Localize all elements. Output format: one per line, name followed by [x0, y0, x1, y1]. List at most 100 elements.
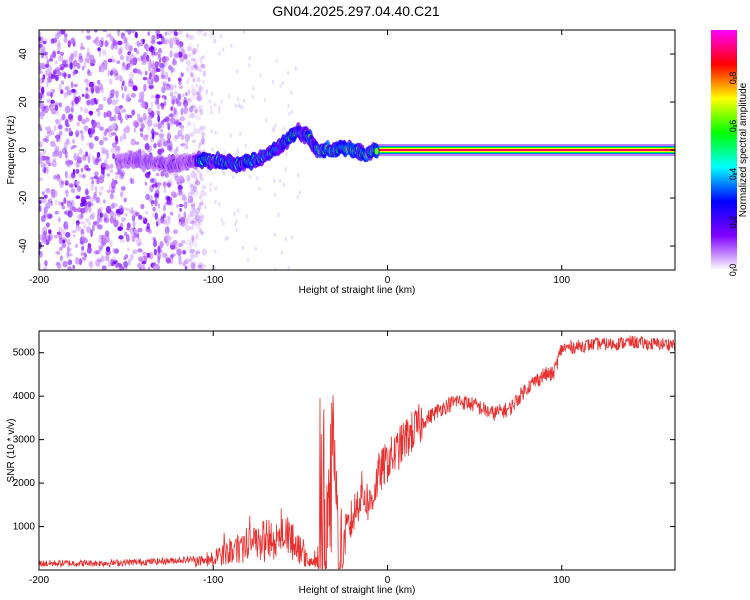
noise-speckle	[153, 143, 157, 149]
noise-speckle	[141, 61, 147, 65]
noise-speckle	[59, 54, 64, 60]
noise-speckle	[197, 169, 200, 174]
noise-speckle	[140, 203, 145, 210]
figure-title: GN04.2025.297.04.40.C21	[272, 3, 440, 19]
noise-speckle	[85, 35, 92, 40]
noise-speckle	[83, 62, 87, 69]
noise-speckle	[119, 46, 123, 54]
noise-speckle	[63, 91, 68, 99]
noise-speckle	[153, 74, 160, 83]
noise-speckle	[74, 53, 78, 60]
snr-series-line	[39, 335, 675, 570]
noise-speckle	[107, 58, 113, 63]
noise-speckle	[39, 158, 42, 164]
noise-speckle	[188, 34, 193, 41]
noise-speckle	[70, 106, 74, 113]
noise-speckle	[44, 52, 48, 56]
noise-speckle	[193, 241, 199, 248]
noise-speckle	[192, 207, 197, 213]
noise-speckle	[190, 170, 196, 179]
noise-speckle	[95, 249, 101, 255]
noise-speckle	[256, 176, 259, 181]
y-axis-label: Frequency (Hz)	[6, 116, 17, 185]
noise-speckle	[185, 92, 188, 96]
noise-speckle	[95, 98, 100, 102]
noise-speckle	[235, 227, 238, 233]
noise-speckle	[196, 30, 202, 35]
noise-speckle	[42, 138, 48, 142]
noise-speckle	[230, 43, 233, 48]
noise-speckle	[157, 115, 161, 123]
noise-speckle	[273, 267, 277, 270]
noise-speckle	[107, 97, 112, 105]
noise-speckle	[131, 109, 136, 116]
noise-speckle	[175, 204, 180, 208]
noise-speckle	[154, 198, 158, 207]
noise-speckle	[190, 104, 196, 109]
noise-speckle	[119, 105, 123, 109]
noise-speckle	[186, 97, 193, 103]
noise-speckle	[128, 45, 133, 53]
noise-speckle	[108, 32, 112, 38]
noise-speckle	[70, 37, 76, 45]
noise-speckle	[139, 42, 144, 47]
noise-speckle	[198, 30, 204, 33]
noise-speckle	[67, 210, 73, 218]
noise-speckle	[39, 67, 42, 74]
noise-speckle	[58, 150, 63, 159]
noise-speckle	[170, 254, 174, 259]
noise-speckle	[209, 105, 213, 110]
noise-speckle	[42, 40, 47, 45]
noise-speckle	[210, 33, 213, 38]
noise-speckle	[151, 128, 154, 134]
noise-speckle	[101, 265, 107, 270]
noise-speckle	[153, 123, 159, 128]
noise-speckle	[113, 217, 117, 224]
noise-speckle	[42, 226, 48, 235]
noise-speckle	[101, 49, 108, 56]
noise-speckle	[198, 142, 202, 146]
noise-speckle	[177, 77, 182, 82]
noise-speckle	[202, 125, 206, 131]
noise-speckle	[144, 181, 148, 186]
noise-speckle	[67, 259, 73, 266]
noise-speckle	[150, 101, 154, 109]
noise-speckle	[220, 99, 223, 104]
noise-speckle	[121, 65, 126, 71]
noise-speckle	[133, 127, 137, 133]
noise-speckle	[177, 51, 183, 58]
noise-speckle	[97, 238, 102, 244]
noise-speckle	[163, 187, 167, 194]
colorbar-tick-label: 0.6	[728, 120, 738, 133]
noise-speckle	[76, 121, 80, 127]
noise-speckle	[147, 107, 152, 113]
noise-speckle	[115, 175, 119, 179]
noise-speckle	[99, 212, 104, 218]
noise-speckle	[143, 52, 146, 60]
noise-speckle	[172, 135, 179, 142]
noise-speckle	[167, 236, 173, 240]
noise-speckle	[71, 229, 77, 234]
y-axis-label: SNR (10 * v/v)	[6, 419, 17, 483]
noise-speckle	[248, 174, 252, 179]
noise-speckle	[186, 121, 192, 127]
noise-speckle	[90, 86, 94, 94]
noise-speckle	[157, 53, 161, 58]
noise-speckle	[59, 246, 63, 251]
noise-speckle	[71, 65, 76, 70]
noise-speckle	[90, 229, 93, 238]
noise-speckle	[65, 118, 69, 127]
colorbar-tick-label: 0.4	[728, 168, 738, 181]
noise-speckle	[187, 46, 192, 52]
noise-speckle	[81, 65, 85, 71]
noise-speckle	[99, 206, 103, 212]
noise-speckle	[142, 38, 145, 45]
noise-speckle	[158, 47, 162, 54]
noise-speckle	[103, 212, 108, 218]
noise-speckle	[188, 65, 194, 73]
noise-speckle	[76, 62, 81, 69]
noise-speckle	[97, 111, 101, 117]
noise-speckle	[66, 200, 73, 207]
noise-speckle	[184, 266, 188, 270]
